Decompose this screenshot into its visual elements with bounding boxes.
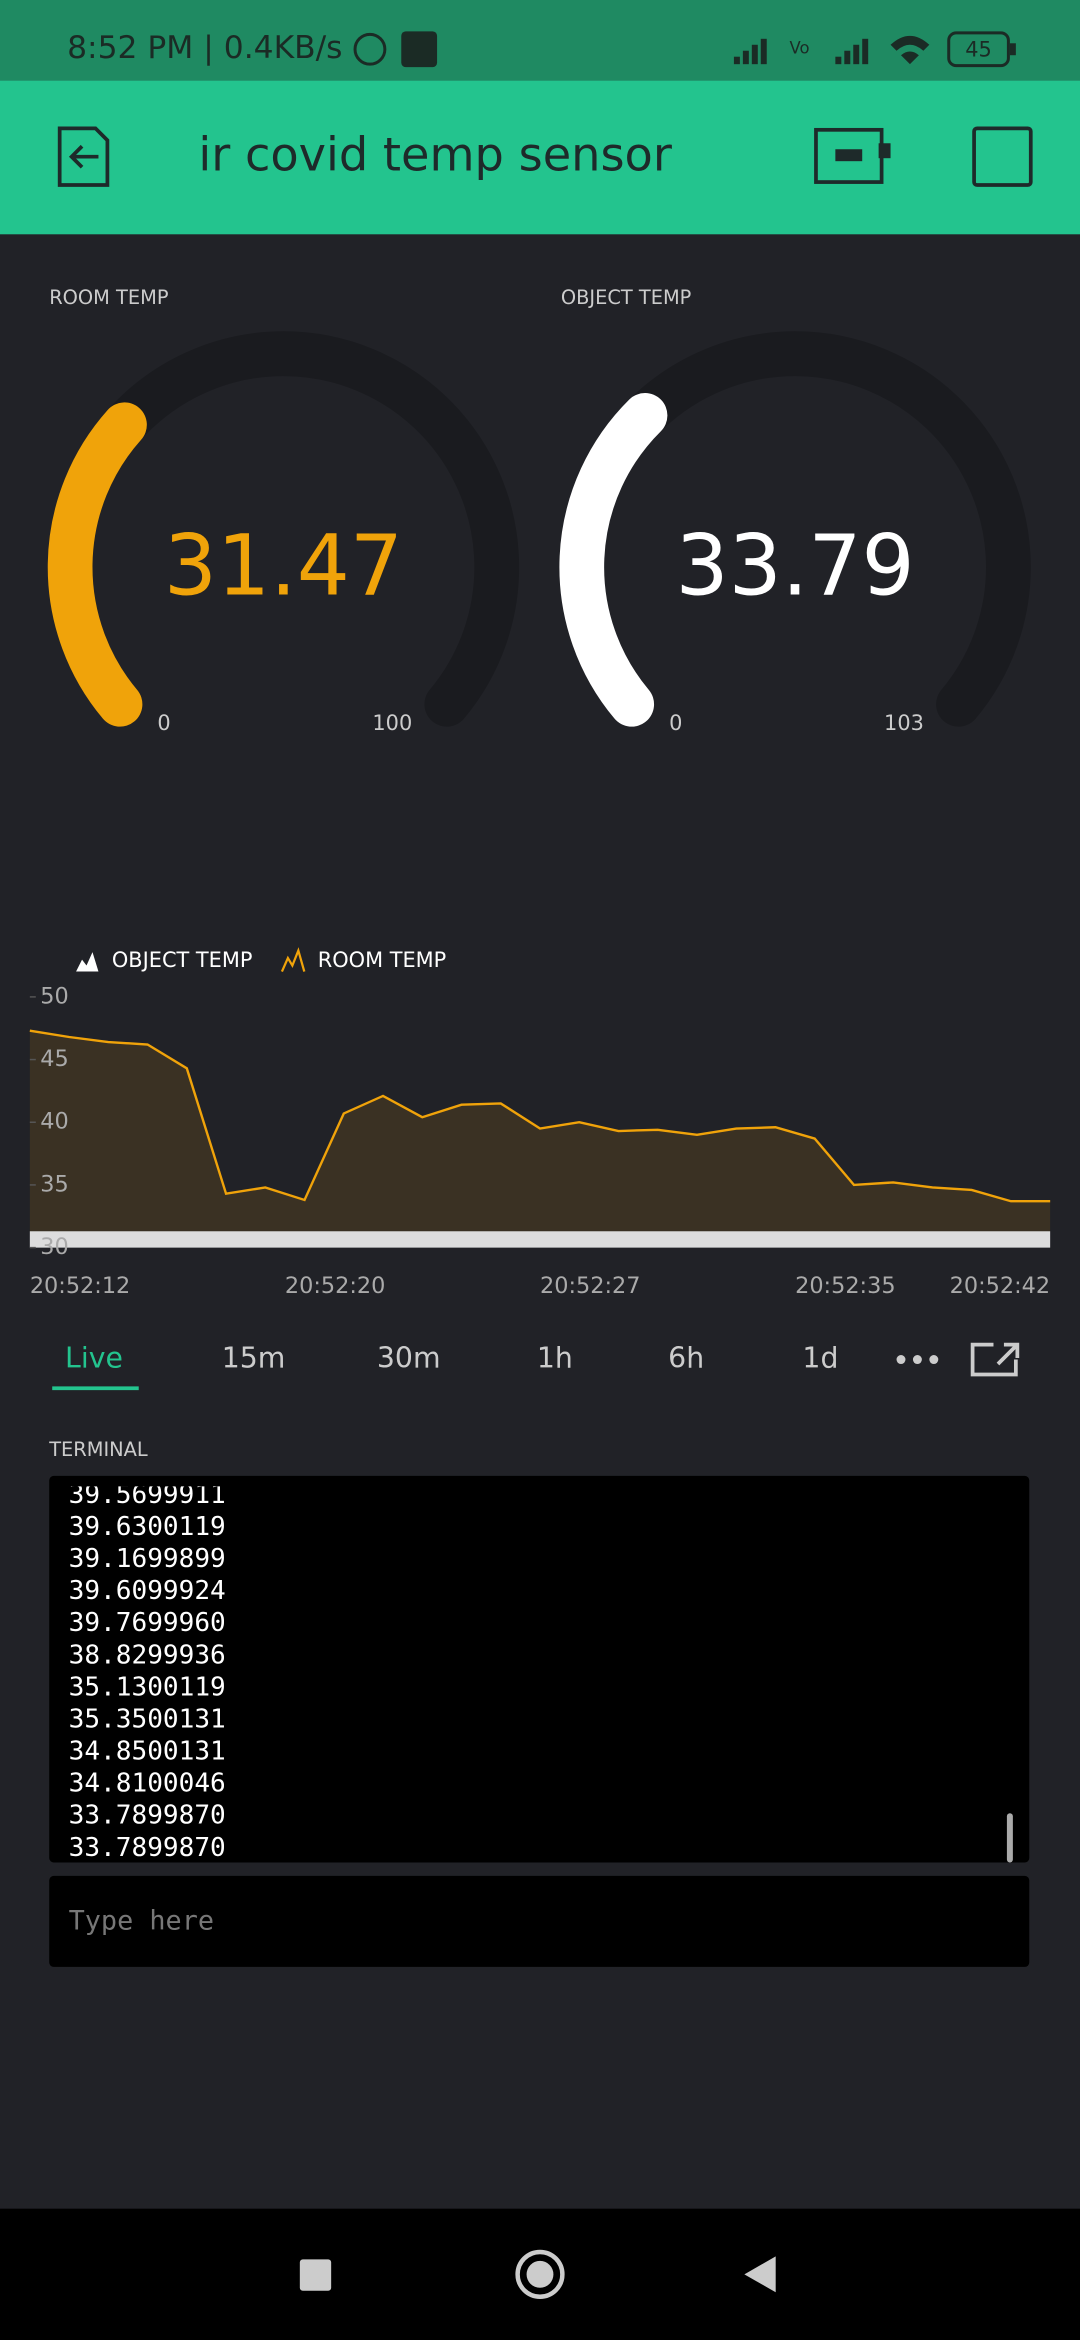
x-tick-label: 20:52:27: [540, 1273, 640, 1299]
more-button[interactable]: [896, 1355, 939, 1365]
gauge-label: OBJECT TEMP: [561, 286, 692, 309]
input-placeholder: Type here: [69, 1906, 214, 1937]
signal-icons: Vo: [733, 35, 930, 65]
header: [0, 80, 1080, 235]
legend-line-icon: [280, 947, 306, 972]
time-range-tab[interactable]: 1h: [537, 1342, 573, 1375]
terminal: [49, 1475, 1030, 1863]
legend-label: OBJECT TEMP: [112, 948, 253, 972]
time-range-tab[interactable]: 30m: [377, 1342, 441, 1375]
header-title: ir covid temp sensor: [198, 128, 672, 182]
gauge-value-arc: [559, 393, 668, 727]
terminal-line: 35.1300119: [69, 1672, 226, 1702]
legend-area-icon: [76, 952, 99, 972]
time-range-tab[interactable]: Live: [65, 1342, 123, 1375]
terminal-line: 34.8500131: [69, 1737, 226, 1767]
gauge-min: 0: [669, 711, 682, 735]
terminal-line: 39.6300119: [69, 1512, 226, 1542]
gauge-value: 31.47: [164, 516, 403, 614]
terminal-line: 34.8100046: [69, 1769, 226, 1799]
terminal-input[interactable]: [49, 1875, 1030, 1967]
gauge-max: 100: [372, 711, 412, 735]
terminal-line: 39.7699960: [69, 1608, 226, 1638]
app-icon: [401, 31, 438, 68]
x-tick-label: 20:52:35: [795, 1273, 895, 1299]
object-temp-area: [29, 1231, 1051, 1248]
x-tick-label: 20:52:12: [30, 1273, 130, 1299]
y-tick-label: 45: [40, 1046, 68, 1072]
terminal-label: TERMINAL: [48, 1438, 148, 1461]
svg-text:Vo: Vo: [790, 39, 810, 58]
room-temp-area-fill: [29, 1030, 1051, 1232]
terminal-line: 39.1699899: [69, 1544, 226, 1574]
alarm-icon: [353, 32, 387, 66]
gauge-min: 0: [157, 711, 170, 735]
gauge-label: ROOM TEMP: [49, 286, 169, 309]
expand-button[interactable]: [970, 1342, 1020, 1377]
gauge-max: 103: [884, 711, 924, 735]
terminal-line: 33.7899870: [69, 1833, 226, 1863]
nav-back[interactable]: [744, 2256, 776, 2293]
battery-level: 45: [965, 38, 992, 62]
terminal-line: 38.8299936: [69, 1640, 226, 1670]
terminal-line: 33.7899870: [69, 1801, 226, 1831]
battery-icon: [947, 31, 1010, 68]
gauge-value: 33.79: [676, 516, 915, 614]
time-range-tab[interactable]: 15m: [222, 1342, 286, 1375]
battery-tip: [1009, 43, 1016, 56]
status-time: 8:52 PM | 0.4KB/s: [67, 30, 342, 66]
legend-label: ROOM TEMP: [318, 948, 447, 972]
nav-recents[interactable]: [299, 2259, 332, 2291]
x-tick-label: 20:52:42: [950, 1273, 1050, 1299]
tab-underline: [52, 1386, 139, 1391]
nav-home[interactable]: [515, 2249, 565, 2299]
terminal-line: 39.5699911: [69, 1480, 226, 1510]
x-tick-label: 20:52:20: [285, 1273, 385, 1299]
stop-button[interactable]: [972, 126, 1033, 187]
y-tick-label: 40: [40, 1109, 68, 1135]
terminal-line: 35.3500131: [69, 1704, 226, 1734]
nav-home-dot: [526, 2260, 554, 2288]
gauge-value-arc: [47, 402, 147, 727]
room-temp-line: [29, 1029, 1051, 1203]
terminal-lines: 39.569991139.630011939.169989939.6099924…: [69, 1480, 226, 1863]
back-button[interactable]: [57, 126, 110, 187]
device-button[interactable]: [814, 127, 891, 184]
terminal-line: 39.6099924: [69, 1576, 226, 1606]
scrollbar: [1006, 1813, 1013, 1863]
y-tick-label: 30: [40, 1234, 68, 1260]
time-range-tab[interactable]: 6h: [668, 1342, 704, 1375]
y-tick-label: 50: [40, 983, 68, 1009]
time-range-tab[interactable]: 1d: [802, 1342, 838, 1375]
y-tick-label: 35: [40, 1171, 68, 1197]
